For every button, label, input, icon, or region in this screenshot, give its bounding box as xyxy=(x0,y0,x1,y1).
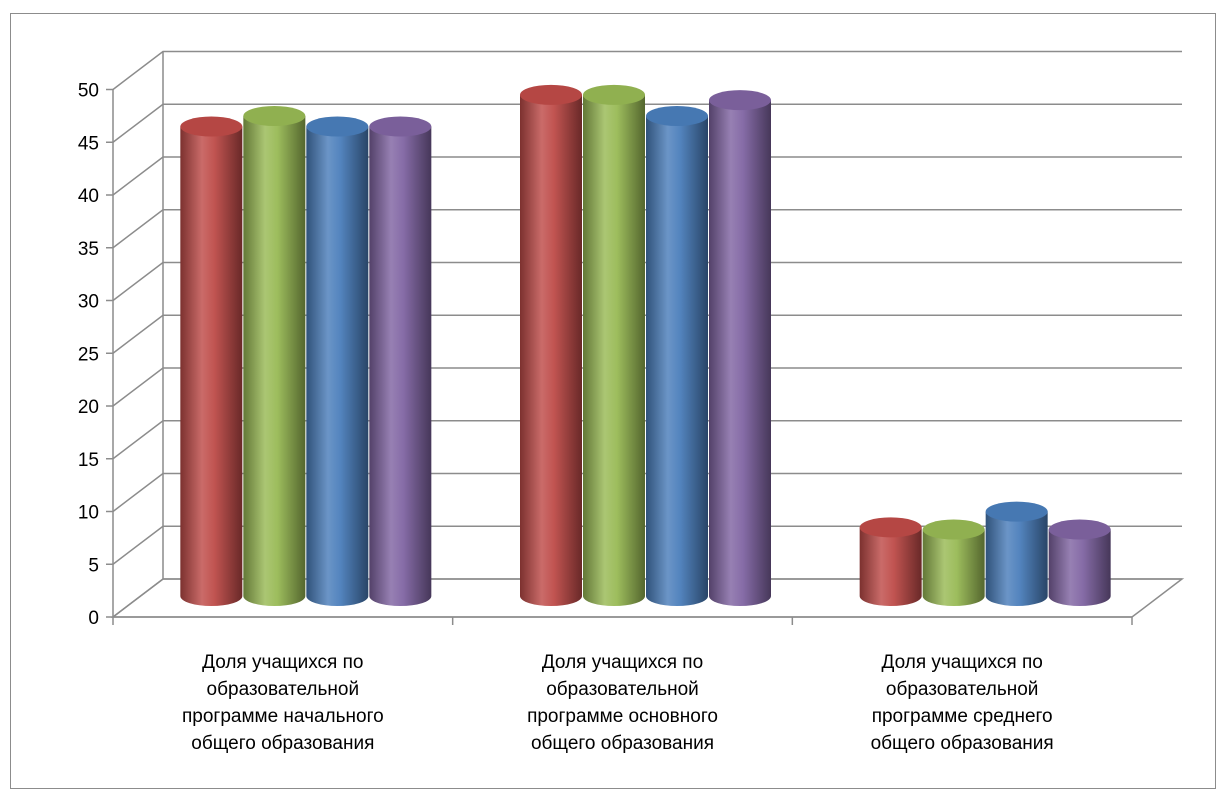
gridline xyxy=(112,472,1182,513)
gridline xyxy=(112,209,1182,249)
bar-0-0 xyxy=(180,116,243,607)
gridline xyxy=(112,525,1182,565)
bar-top xyxy=(646,105,708,126)
axes xyxy=(106,88,1133,625)
bar-body xyxy=(369,126,432,607)
bars xyxy=(180,84,1111,607)
bar-0-1 xyxy=(243,105,306,606)
bar-2-2 xyxy=(985,501,1048,606)
bar-1-1 xyxy=(583,84,645,606)
gridline xyxy=(112,367,1182,407)
bar-body xyxy=(1048,529,1111,606)
y-tick-label: 15 xyxy=(78,450,99,471)
bar-top xyxy=(583,84,645,105)
y-tick-label: 35 xyxy=(78,239,99,260)
bar-2-0 xyxy=(859,517,922,606)
bar-2-3 xyxy=(1048,519,1111,606)
y-tick-labels: 0 5 10 15 20 25 30 35 40 45 50 xyxy=(78,81,99,630)
x-category-label: Доля учащихся по образовательной програм… xyxy=(527,652,718,754)
bar-body xyxy=(180,126,243,607)
bar-2-1 xyxy=(922,519,985,606)
y-tick-label: 5 xyxy=(88,555,99,576)
bar-top xyxy=(985,501,1048,522)
bar-top xyxy=(709,90,771,111)
x-category-label: Доля учащихся по образовательной програм… xyxy=(870,652,1054,754)
gridline xyxy=(112,156,1182,196)
bar-top xyxy=(520,84,582,105)
gridline xyxy=(112,578,1182,618)
gridlines xyxy=(112,50,1182,618)
y-tick-label: 30 xyxy=(78,292,99,313)
bar-body xyxy=(306,126,369,607)
gridline xyxy=(112,261,1182,302)
x-category-label: Доля учащихся по образовательной програм… xyxy=(181,652,384,754)
bar-top xyxy=(180,116,243,137)
bar-body xyxy=(243,115,306,606)
bar-body xyxy=(646,115,708,606)
y-tick-label: 25 xyxy=(78,344,99,365)
gridline xyxy=(112,314,1182,354)
bar-body xyxy=(985,511,1048,606)
bar-body xyxy=(709,100,771,607)
y-tick-label: 40 xyxy=(78,186,99,207)
bar-body xyxy=(859,527,922,606)
y-tick-label: 20 xyxy=(78,397,99,418)
bar-1-2 xyxy=(646,105,708,606)
bar-body xyxy=(520,94,582,606)
bar-0-2 xyxy=(306,116,369,607)
bar-top xyxy=(859,517,922,538)
bar-body xyxy=(583,94,645,606)
bar-top xyxy=(306,116,369,137)
bar-1-0 xyxy=(520,84,582,606)
bar-top xyxy=(922,519,985,540)
y-tick-label: 50 xyxy=(78,81,99,102)
bar-top xyxy=(243,105,306,126)
bar-top xyxy=(1048,519,1111,540)
gridline xyxy=(112,50,1182,91)
bar-body xyxy=(922,529,985,606)
bar-top xyxy=(369,116,432,137)
gridline xyxy=(112,420,1182,460)
y-tick-label: 10 xyxy=(78,503,99,524)
gridline xyxy=(112,103,1182,143)
bar-0-3 xyxy=(369,116,432,607)
bar-1-3 xyxy=(709,90,771,607)
y-tick-label: 45 xyxy=(78,133,99,154)
y-tick-label: 0 xyxy=(88,608,99,629)
